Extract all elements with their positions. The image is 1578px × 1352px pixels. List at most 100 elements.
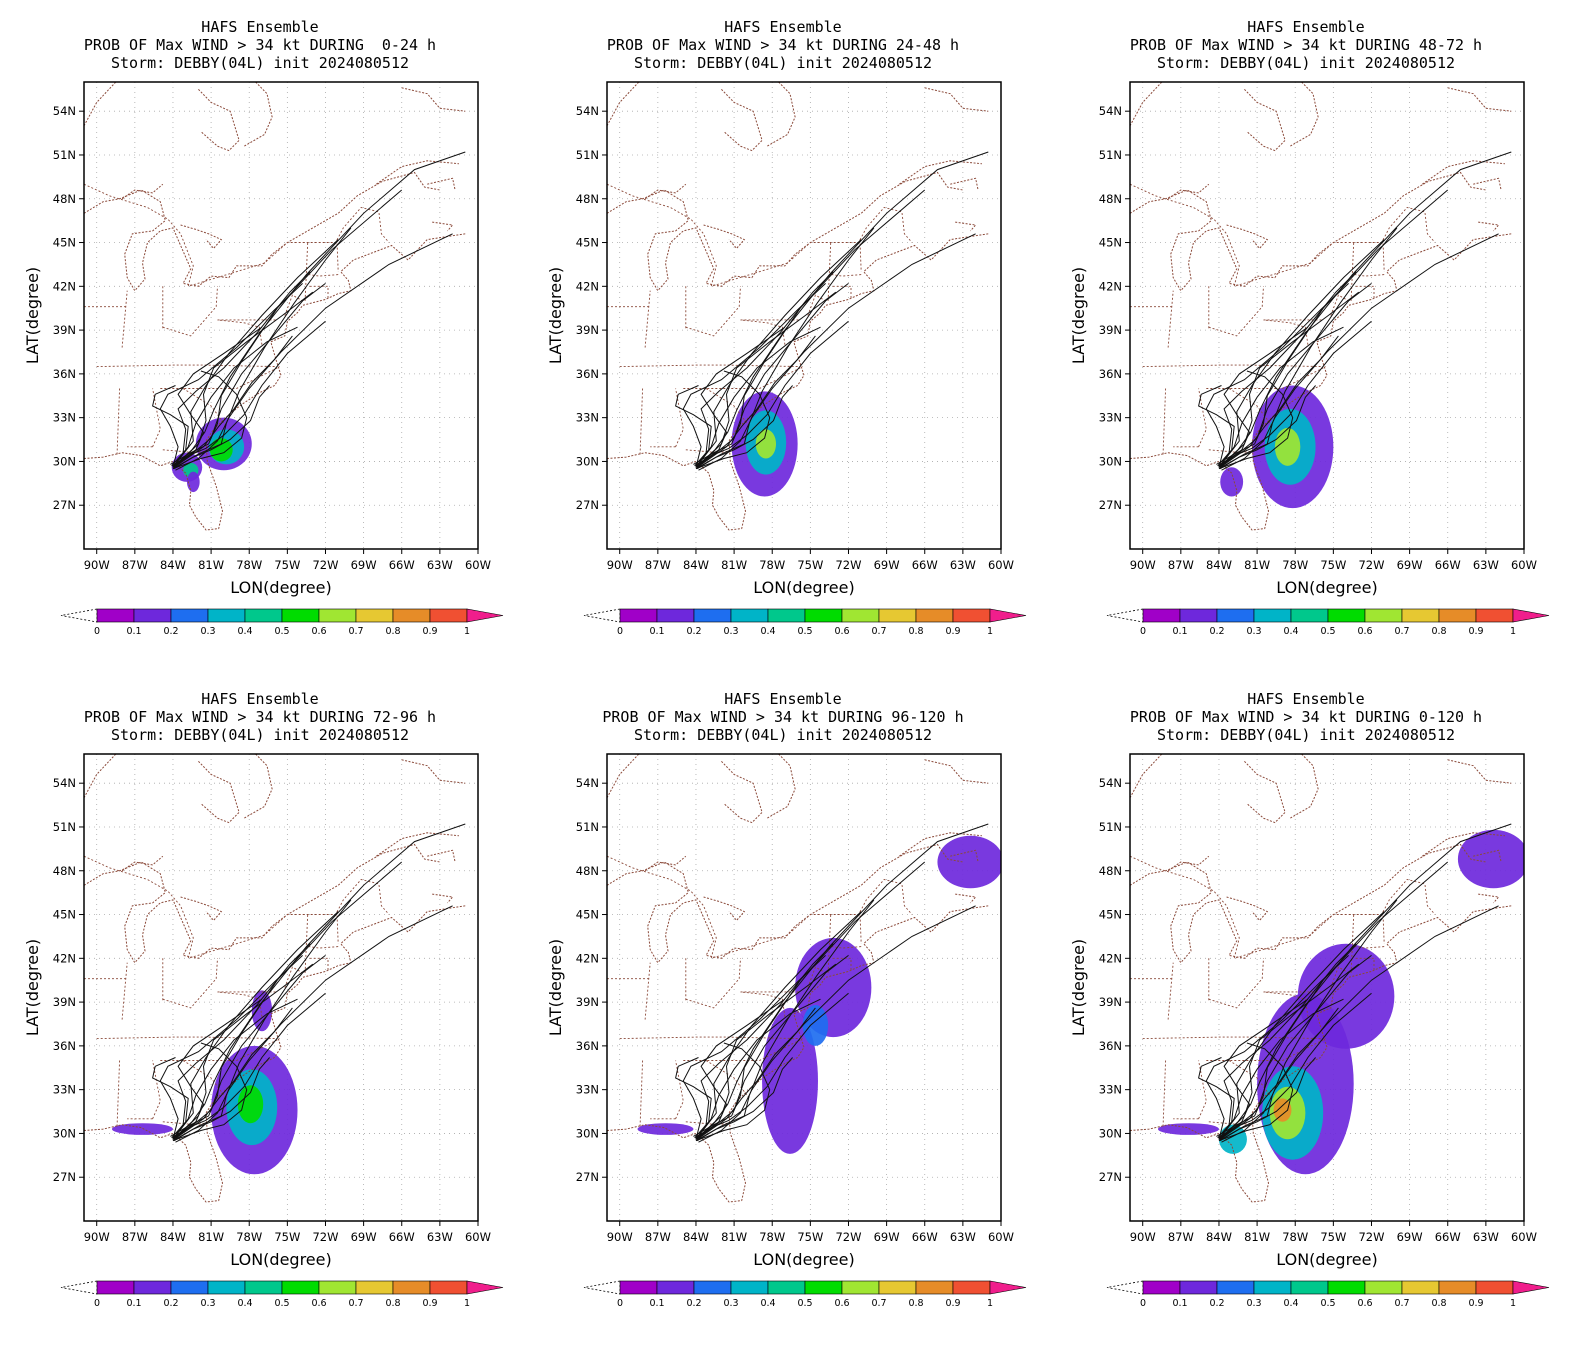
lat-tick-label: 45N: [576, 236, 599, 250]
lat-tick-label: 27N: [1099, 1170, 1122, 1184]
lat-tick-label: 33N: [1099, 1083, 1122, 1097]
state-border: [1330, 966, 1349, 988]
colorbar-label: 0.6: [1357, 1298, 1372, 1309]
coastline: [121, 183, 164, 200]
coastline: [703, 896, 746, 922]
ensemble-track: [171, 992, 326, 1139]
colorbar-label: 0.4: [237, 1298, 252, 1309]
colorbar-label: 0.3: [723, 1298, 738, 1309]
lon-tick-label: 63W: [950, 558, 976, 572]
colorbar-segment: [915, 1280, 954, 1295]
lat-tick-label: 27N: [53, 498, 76, 512]
colorbar-segment: [1475, 608, 1514, 623]
colorbar-label: 0.1: [649, 1298, 664, 1309]
colorbar-label: 0.6: [834, 626, 849, 637]
state-border: [607, 183, 913, 287]
x-axis-label: LON(degree): [753, 578, 854, 597]
state-border: [284, 294, 303, 316]
lon-tick-label: 72W: [835, 558, 861, 572]
lon-tick-label: 90W: [607, 1230, 633, 1244]
lat-tick-label: 27N: [53, 1170, 76, 1184]
state-border: [740, 991, 786, 1017]
y-axis-label: LAT(degree): [546, 939, 565, 1036]
state-border: [1130, 855, 1436, 959]
state-border: [1167, 962, 1174, 1020]
coastline: [607, 233, 989, 531]
lon-tick-label: 69W: [1397, 1230, 1423, 1244]
ensemble-track: [696, 1057, 793, 1142]
colorbar-segment: [841, 608, 880, 623]
coastline: [198, 760, 240, 824]
panel-title-line-3: Storm: DEBBY(04L) init 2024080512: [633, 54, 932, 72]
lat-tick-label: 54N: [1099, 776, 1122, 790]
lat-tick-label: 30N: [1099, 1126, 1122, 1140]
colorbar-low-extension: [1106, 1280, 1144, 1295]
lon-tick-label: 78W: [759, 1230, 785, 1244]
y-axis-label: LAT(degree): [546, 267, 565, 364]
probability-area: [637, 1123, 694, 1135]
colorbar-label: 0.3: [1246, 626, 1261, 637]
lat-tick-label: 42N: [576, 951, 599, 965]
panel-title-line-1: HAFS Ensemble: [724, 690, 842, 708]
colorbar-segment: [133, 1280, 172, 1295]
ensemble-track: [172, 227, 352, 470]
colorbar-label: 0.7: [871, 1298, 886, 1309]
coastline: [1244, 88, 1286, 152]
state-border: [1353, 285, 1375, 298]
lon-tick-label: 63W: [1473, 558, 1499, 572]
colorbar-segment: [170, 1280, 209, 1295]
map-plot: 54N 51N 48N 45N 42N 39N 36N 33N 30N 27N 90W 87W 84W 8…: [1069, 753, 1550, 1309]
coastline: [84, 171, 440, 292]
panel-title-line-2: PROB OF Max WIND > 34 kt DURING 24-48 h: [606, 36, 960, 54]
coastline: [607, 843, 963, 964]
lat-tick-label: 48N: [53, 192, 76, 206]
colorbar-segment: [1179, 608, 1218, 623]
coastline: [376, 160, 459, 185]
colorbar-label: 1: [1510, 626, 1516, 637]
state-border: [1353, 957, 1375, 970]
colorbar-segment: [429, 608, 468, 623]
lon-tick-label: 87W: [122, 1230, 148, 1244]
state-border: [217, 319, 263, 345]
ensemble-track: [675, 385, 712, 467]
state-border: [160, 1038, 280, 1061]
colorbar-label: 0.2: [686, 626, 701, 637]
lon-tick-label: 63W: [1473, 1230, 1499, 1244]
colorbar-label: 0.8: [385, 626, 400, 637]
lon-tick-label: 81W: [1244, 558, 1270, 572]
colorbar-segment: [355, 1280, 394, 1295]
colorbar-label: 1: [464, 626, 470, 637]
colorbar-segment: [804, 1280, 843, 1295]
probability-area: [1157, 1123, 1219, 1135]
ensemble-track: [1218, 239, 1385, 468]
lat-tick-label: 27N: [576, 1170, 599, 1184]
lon-tick-label: 72W: [835, 1230, 861, 1244]
colorbar-segment: [133, 608, 172, 623]
colorbar-segment: [952, 1280, 991, 1295]
state-border: [1208, 286, 1264, 337]
lon-tick-label: 72W: [312, 1230, 338, 1244]
state-border: [162, 958, 218, 1009]
coastline: [607, 754, 640, 799]
colorbar-label: 0.7: [1394, 626, 1409, 637]
colorbar-segment: [281, 608, 320, 623]
map-panel-3: HAFS Ensemble PROB OF Max WIND > 34 kt DU…: [1046, 0, 1566, 672]
ensemble-track: [696, 335, 816, 468]
colorbar-segment: [244, 608, 283, 623]
ensemble-track: [172, 283, 326, 468]
coastline: [721, 88, 763, 152]
colorbar-segment: [170, 608, 209, 623]
ensemble-track: [152, 385, 189, 467]
lon-tick-label: 87W: [645, 1230, 671, 1244]
colorbar-label: 0: [617, 1298, 623, 1309]
lat-tick-label: 45N: [53, 908, 76, 922]
coastline: [899, 832, 982, 857]
state-border: [307, 957, 329, 970]
lon-tick-label: 81W: [721, 1230, 747, 1244]
coastline: [1473, 849, 1502, 863]
lat-tick-label: 36N: [1099, 367, 1122, 381]
colorbar-label: 0: [617, 626, 623, 637]
state-border: [830, 285, 852, 298]
coastline: [243, 754, 273, 819]
lat-tick-label: 36N: [53, 1039, 76, 1053]
